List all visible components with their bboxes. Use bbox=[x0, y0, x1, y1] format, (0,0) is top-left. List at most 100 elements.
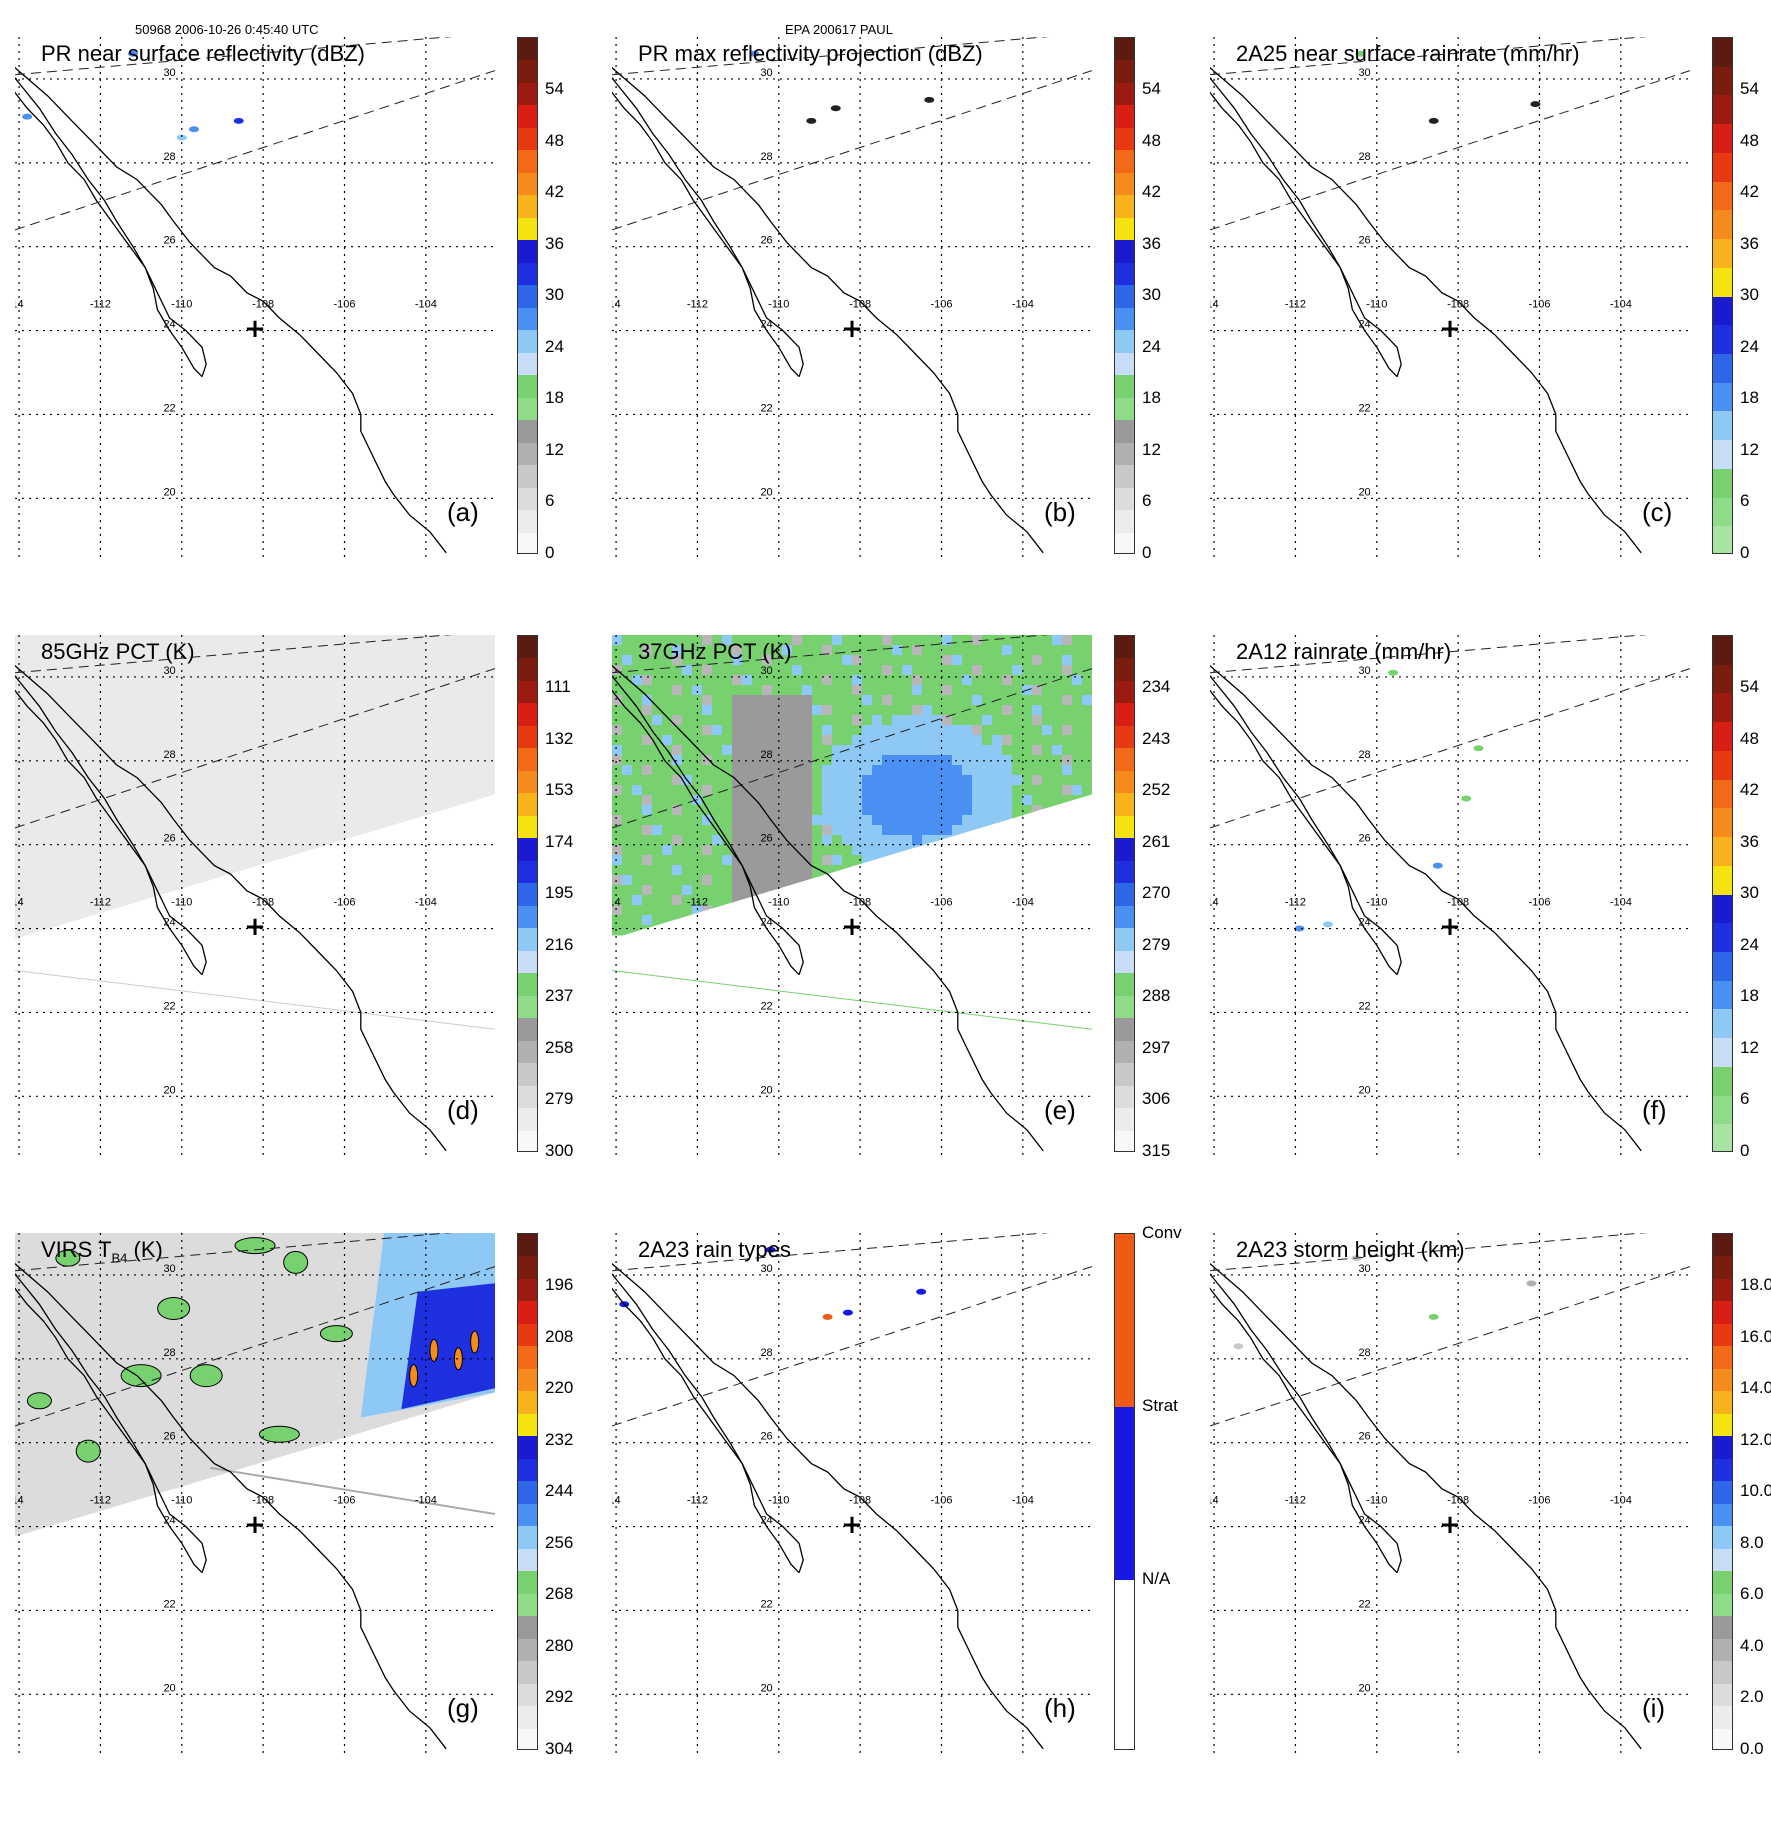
lon-label: -110 bbox=[171, 896, 192, 908]
colorbar-segment bbox=[518, 658, 537, 682]
colorbar-segment bbox=[518, 217, 537, 241]
colorbar-segment bbox=[518, 1063, 537, 1087]
rain-echo bbox=[1526, 1280, 1537, 1287]
colorbar-segment bbox=[1713, 923, 1732, 953]
coastline bbox=[612, 1262, 1044, 1750]
lon-label: -114 bbox=[612, 1494, 621, 1506]
coastline bbox=[1210, 664, 1642, 1152]
colorbar-segment bbox=[1713, 1256, 1732, 1280]
lon-label: -108 bbox=[252, 298, 274, 310]
colorbar-tick: 36 bbox=[545, 233, 564, 253]
colorbar-segment bbox=[1713, 1481, 1732, 1505]
lon-label: -104 bbox=[1610, 1494, 1632, 1506]
colorbar-segment bbox=[518, 1323, 537, 1347]
colorbar-segment bbox=[518, 105, 537, 129]
lat-label: 26 bbox=[1358, 235, 1370, 247]
lat-label: 24 bbox=[760, 1515, 772, 1527]
colorbar-segment bbox=[1713, 1278, 1732, 1303]
colorbar-segment bbox=[518, 1130, 537, 1151]
colorbar-tick: N/A bbox=[1142, 1569, 1171, 1588]
colorbar-segment bbox=[1115, 82, 1134, 107]
colorbar-segment bbox=[1115, 680, 1134, 705]
lat-label: 24 bbox=[760, 319, 772, 331]
colorbar-segment bbox=[1713, 1009, 1732, 1039]
colorbar-tick: 48 bbox=[1740, 130, 1759, 150]
panel-c: -114 -112 -110 -108 -106 -104 30 28 26 24 22 20 + 2A… bbox=[1210, 37, 1771, 637]
lon-label: -106 bbox=[333, 298, 355, 310]
colorbar-tick: 153 bbox=[545, 780, 574, 799]
colorbar-segment bbox=[1115, 1130, 1134, 1151]
colorbar-tick: 30 bbox=[1740, 285, 1759, 304]
lat-label: 30 bbox=[760, 67, 772, 79]
panel-letter: (b) bbox=[1044, 497, 1076, 527]
storm-center-marker: + bbox=[841, 1510, 863, 1540]
colorbar-tick: 132 bbox=[545, 728, 574, 748]
panel-title: PR near surface reflectivity (dBZ) bbox=[41, 41, 365, 66]
colorbar-segment bbox=[1713, 1458, 1732, 1482]
lon-label: -112 bbox=[687, 896, 708, 908]
colorbar-segment bbox=[1713, 664, 1732, 695]
lat-label: 28 bbox=[1358, 1347, 1370, 1359]
colorbar-tick: 24 bbox=[1740, 336, 1759, 356]
colorbar-segment bbox=[1115, 397, 1134, 421]
lon-label: -114 bbox=[1210, 896, 1219, 908]
panel-letter: (f) bbox=[1642, 1095, 1667, 1125]
colorbar-tick: 12 bbox=[1142, 439, 1161, 459]
colorbar-segment bbox=[1115, 860, 1134, 884]
lat-label: 30 bbox=[163, 67, 175, 79]
colorbar-segment bbox=[1115, 330, 1134, 354]
colorbar-segment bbox=[1713, 779, 1732, 809]
lat-label: 28 bbox=[1358, 749, 1370, 761]
colorbar-segment bbox=[1713, 210, 1732, 240]
lon-label: -114 bbox=[612, 298, 621, 310]
colorbar-segment bbox=[1115, 793, 1134, 817]
colorbar bbox=[517, 635, 538, 1152]
colorbar-segment bbox=[518, 770, 537, 794]
storm-name-header: EPA 200617 PAUL bbox=[785, 22, 893, 37]
rain-echo bbox=[1294, 925, 1305, 932]
colorbar-segment bbox=[1115, 285, 1134, 309]
colorbar-tick: 18 bbox=[1740, 388, 1759, 407]
colorbar-segment bbox=[518, 883, 537, 907]
lon-label: -104 bbox=[415, 896, 437, 908]
colorbar-tick: 261 bbox=[1142, 831, 1171, 851]
rain-echo bbox=[924, 96, 935, 103]
colorbar-segment bbox=[1115, 1085, 1134, 1109]
lon-label: -110 bbox=[171, 1494, 192, 1506]
colorbar-segment bbox=[1115, 442, 1134, 466]
lon-label: -104 bbox=[1610, 298, 1632, 310]
colorbar-tick: 54 bbox=[1740, 79, 1759, 98]
rain-echo bbox=[22, 113, 33, 120]
colorbar-segment bbox=[518, 1683, 537, 1707]
lat-label: 24 bbox=[1358, 319, 1370, 331]
lon-label: -104 bbox=[1610, 896, 1632, 908]
colorbar-segment bbox=[518, 240, 537, 264]
lat-label: 26 bbox=[163, 235, 175, 247]
colorbar-tick: 256 bbox=[545, 1532, 574, 1552]
rain-echo bbox=[822, 1313, 833, 1320]
colorbar-segment bbox=[518, 127, 537, 151]
lon-label: -108 bbox=[1447, 896, 1469, 908]
colorbar bbox=[1114, 635, 1135, 1152]
colorbar-segment bbox=[518, 510, 537, 534]
colorbar-segment bbox=[518, 1018, 537, 1042]
colorbar-segment bbox=[1115, 60, 1134, 84]
colorbar-segment bbox=[1713, 1638, 1732, 1662]
colorbar-segment bbox=[1713, 1301, 1732, 1325]
colorbar-segment bbox=[1713, 1616, 1732, 1640]
panel-d: -114 -112 -110 -108 -106 -104 30 28 26 24 22 20 + 85… bbox=[15, 635, 615, 1235]
colorbar-segment bbox=[518, 465, 537, 489]
rain-echo bbox=[842, 1309, 853, 1316]
lat-label: 22 bbox=[163, 1598, 175, 1610]
colorbar-segment bbox=[1115, 748, 1134, 772]
colorbar-segment bbox=[1713, 636, 1732, 666]
lon-label: -112 bbox=[90, 896, 111, 908]
coastline bbox=[1210, 66, 1642, 554]
colorbar-segment bbox=[518, 1481, 537, 1505]
colorbar-segment bbox=[518, 905, 537, 929]
lon-label: -112 bbox=[687, 298, 708, 310]
rain-echo bbox=[1322, 921, 1333, 928]
colorbar-segment bbox=[518, 1108, 537, 1132]
colorbar-segment bbox=[1713, 1436, 1732, 1460]
colorbar-segment bbox=[1115, 375, 1134, 399]
